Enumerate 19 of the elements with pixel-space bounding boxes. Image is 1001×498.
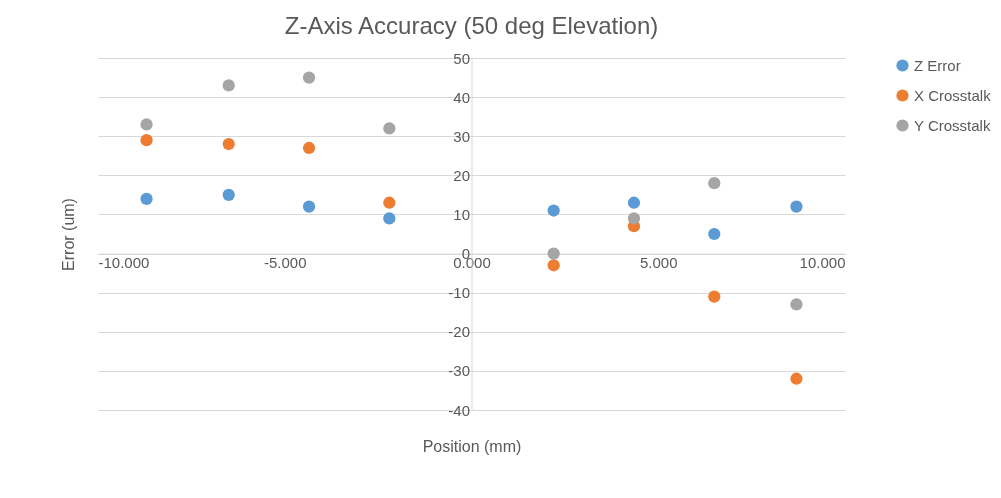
legend-label: Z Error [914,56,961,74]
y-tick-label: 50 [453,49,470,67]
y-tick-label: 20 [453,166,470,184]
x-tick-label: 5.000 [639,254,678,272]
y-tick-label: 40 [453,88,470,106]
x-tick-label: -10.000 [98,254,150,272]
y-tick-label: -20 [448,323,470,341]
y-tick-label: 10 [453,205,470,223]
y-tick-label: 30 [453,127,470,145]
y-axis-title: Error (um) [59,198,77,271]
x-tick-label: 10.000 [799,254,846,272]
y-tick-label: -30 [448,362,470,380]
legend-label: X Crosstalk [914,86,992,104]
chart-title: Z-Axis Accuracy (50 deg Elevation) [284,12,659,39]
y-tick-label: -40 [448,401,470,419]
y-tick-label: -10 [448,284,470,302]
legend-label: Y Crosstalk [914,116,991,134]
x-tick-label: -5.000 [263,254,307,272]
x-axis-title: Position (mm) [422,437,522,455]
